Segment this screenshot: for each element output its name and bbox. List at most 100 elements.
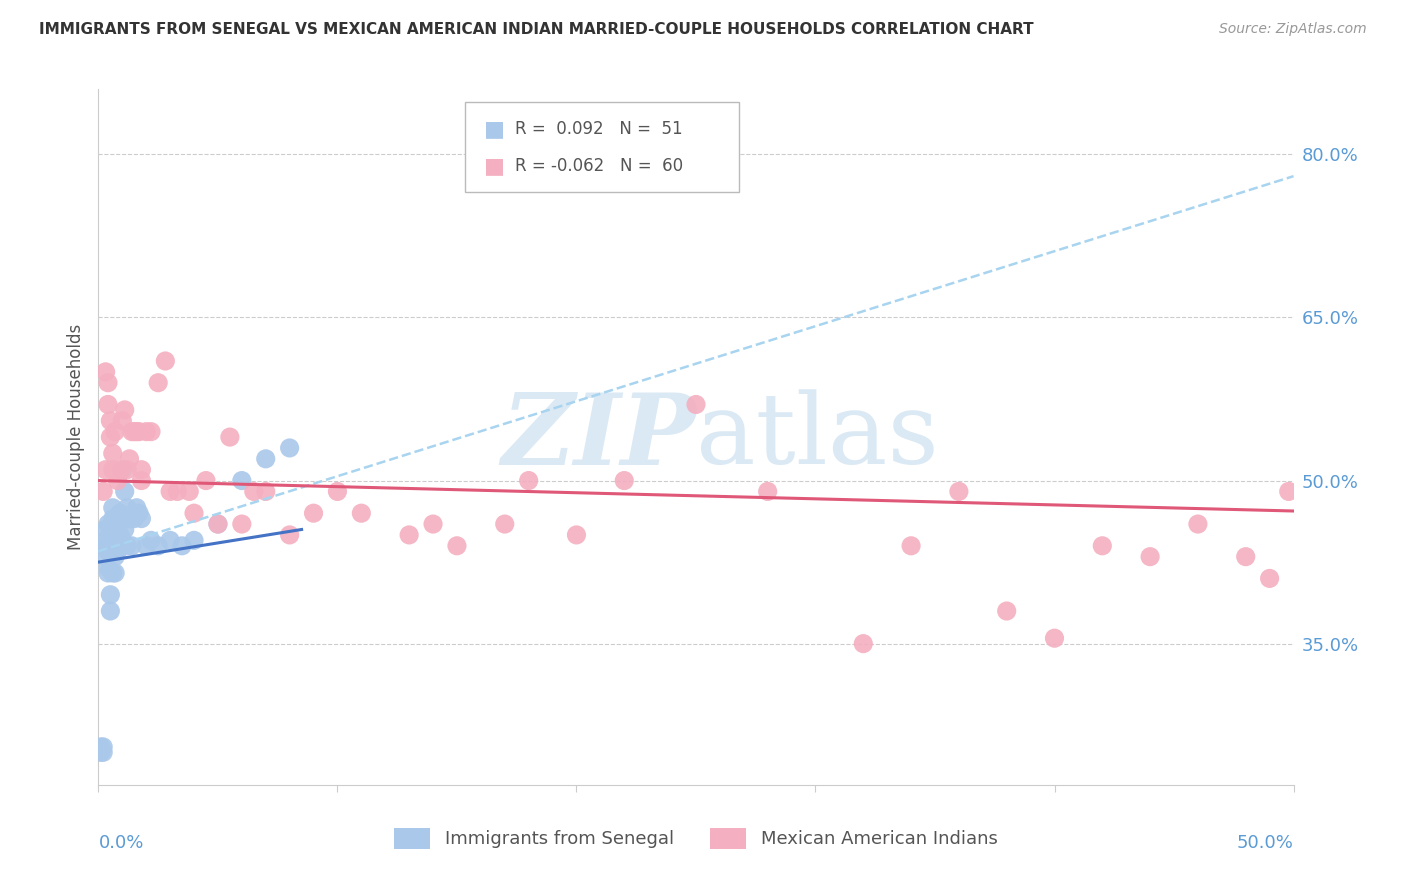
Point	[94, 365, 117, 379]
Point	[111, 533, 134, 548]
Point	[115, 500, 138, 515]
Point	[91, 739, 114, 754]
Point	[98, 604, 122, 618]
Text: R =  0.092   N =  51: R = 0.092 N = 51	[515, 120, 682, 137]
Point	[278, 528, 301, 542]
Point	[104, 566, 127, 580]
Point	[398, 528, 420, 542]
Point	[90, 745, 112, 759]
Point	[148, 376, 170, 390]
Point	[94, 523, 117, 537]
Point	[97, 566, 120, 580]
Point	[995, 604, 1018, 618]
Point	[97, 544, 120, 558]
Point	[107, 533, 129, 548]
Point	[97, 516, 120, 531]
Point	[148, 539, 170, 553]
Point	[183, 533, 205, 548]
Point	[155, 354, 177, 368]
Point	[613, 474, 636, 488]
Point	[254, 451, 277, 466]
Point	[101, 544, 124, 558]
Point	[118, 511, 141, 525]
Point	[114, 484, 136, 499]
Point	[219, 430, 242, 444]
Point	[948, 484, 970, 499]
Point	[131, 474, 153, 488]
Point	[125, 425, 148, 439]
Point	[1278, 484, 1301, 499]
Point	[115, 539, 138, 553]
Point	[326, 484, 349, 499]
Point	[159, 533, 181, 548]
Point	[124, 511, 146, 525]
Text: R = -0.062   N =  60: R = -0.062 N = 60	[515, 157, 683, 175]
Point	[422, 516, 444, 531]
Point	[231, 516, 253, 531]
Point	[118, 451, 141, 466]
Point	[111, 463, 134, 477]
Point	[302, 506, 325, 520]
Text: ■: ■	[484, 119, 505, 138]
Point	[97, 397, 120, 411]
Legend: Immigrants from Senegal, Mexican American Indians: Immigrants from Senegal, Mexican America…	[387, 821, 1005, 856]
Point	[254, 484, 277, 499]
Point	[685, 397, 707, 411]
Point	[98, 588, 122, 602]
Point	[114, 403, 136, 417]
Point	[139, 533, 162, 548]
Point	[1187, 516, 1209, 531]
Point	[183, 506, 205, 520]
Point	[91, 745, 114, 759]
Point	[195, 474, 218, 488]
Point	[139, 425, 162, 439]
Point	[128, 506, 150, 520]
Point	[131, 511, 153, 525]
Point	[125, 500, 148, 515]
Text: IMMIGRANTS FROM SENEGAL VS MEXICAN AMERICAN INDIAN MARRIED-COUPLE HOUSEHOLDS COR: IMMIGRANTS FROM SENEGAL VS MEXICAN AMERI…	[39, 22, 1033, 37]
Y-axis label: Married-couple Households: Married-couple Households	[66, 324, 84, 550]
Point	[94, 533, 117, 548]
Point	[90, 739, 112, 754]
Point	[207, 516, 229, 531]
Point	[94, 549, 117, 564]
Point	[101, 500, 124, 515]
Point	[115, 463, 138, 477]
Point	[131, 463, 153, 477]
Point	[1091, 539, 1114, 553]
Point	[172, 539, 194, 553]
Point	[756, 484, 779, 499]
Point	[243, 484, 266, 499]
Point	[900, 539, 922, 553]
Point	[1234, 549, 1257, 564]
Point	[1258, 571, 1281, 585]
Point	[121, 539, 143, 553]
Point	[94, 463, 117, 477]
Point	[101, 446, 124, 460]
Point	[107, 474, 129, 488]
Point	[124, 425, 146, 439]
Point	[108, 539, 131, 553]
Point	[278, 441, 301, 455]
Point	[98, 430, 122, 444]
Point	[852, 637, 875, 651]
Point	[128, 425, 150, 439]
Point	[104, 549, 127, 564]
Point	[135, 425, 157, 439]
Point	[101, 566, 124, 580]
Point	[101, 463, 124, 477]
Text: ■: ■	[484, 156, 505, 176]
Point	[135, 539, 157, 553]
Point	[97, 376, 120, 390]
Point	[108, 528, 131, 542]
Point	[98, 539, 122, 553]
Point	[231, 474, 253, 488]
Point	[94, 539, 117, 553]
Point	[121, 425, 143, 439]
Point	[104, 523, 127, 537]
Point	[107, 544, 129, 558]
Point	[97, 560, 120, 574]
Point	[98, 414, 122, 428]
Point	[207, 516, 229, 531]
Point	[107, 516, 129, 531]
